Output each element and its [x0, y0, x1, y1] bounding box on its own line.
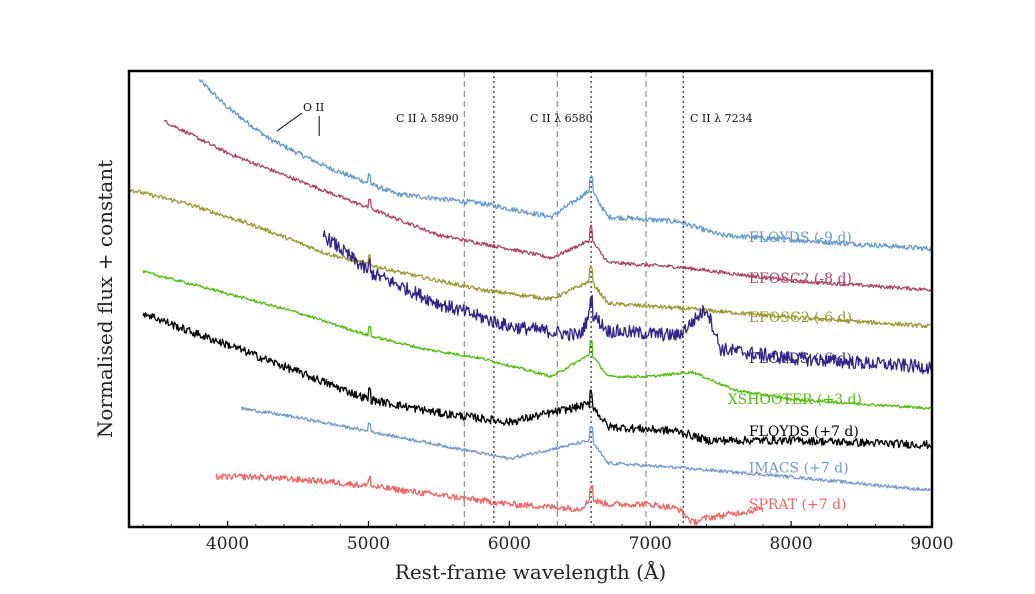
series-line	[215, 473, 764, 526]
x-tick-label: 6000	[488, 534, 531, 554]
x-axis-ticks: 4000 5000 6000 7000 8000 9000	[142, 521, 954, 554]
plot-frame	[127, 69, 934, 529]
series-layer	[128, 79, 933, 526]
series-line	[142, 312, 933, 450]
x-tick-label: 5000	[347, 534, 390, 554]
annotation-tick	[276, 112, 303, 132]
annotation-label-oii: O II	[303, 101, 324, 114]
series-line	[142, 270, 933, 410]
x-tick-label: 4000	[206, 534, 249, 554]
series-label: FLOYDS (-9 d)	[749, 230, 852, 246]
annotation-label: C II λ 6580	[530, 112, 593, 125]
series-label: XSHOOTER (+3 d)	[728, 392, 862, 408]
series-label: FLOYDS (-6 d)	[749, 351, 852, 367]
annotation-label: C II λ 5890	[396, 112, 459, 125]
series-labels: FLOYDS (-9 d) EFOSC2 (-8 d) EFOSC2 (-6 d) F…	[728, 230, 862, 513]
x-axis-label: Rest-frame wavelength (Å)	[395, 559, 666, 584]
y-axis-label: Normalised flux + constant	[93, 160, 117, 438]
series-line	[128, 189, 933, 329]
series-label: IMACS (+7 d)	[749, 460, 849, 476]
series-label: EFOSC2 (-6 d)	[749, 310, 852, 326]
series-label: EFOSC2 (-8 d)	[749, 271, 852, 287]
annotation-label: C II λ 7234	[690, 112, 753, 125]
series-line	[198, 79, 933, 252]
line-annotations: O II C II λ 5890 C II λ 6580 C II λ 7234	[276, 71, 753, 527]
x-tick-label: 8000	[769, 534, 812, 554]
x-tick-label: 9000	[910, 534, 953, 554]
series-label: SPRAT (+7 d)	[749, 497, 847, 513]
series-line	[241, 406, 932, 492]
series-line	[322, 230, 933, 375]
series-label: FLOYDS (+7 d)	[749, 424, 859, 440]
series-line	[163, 119, 932, 292]
x-tick-label: 7000	[629, 534, 672, 554]
